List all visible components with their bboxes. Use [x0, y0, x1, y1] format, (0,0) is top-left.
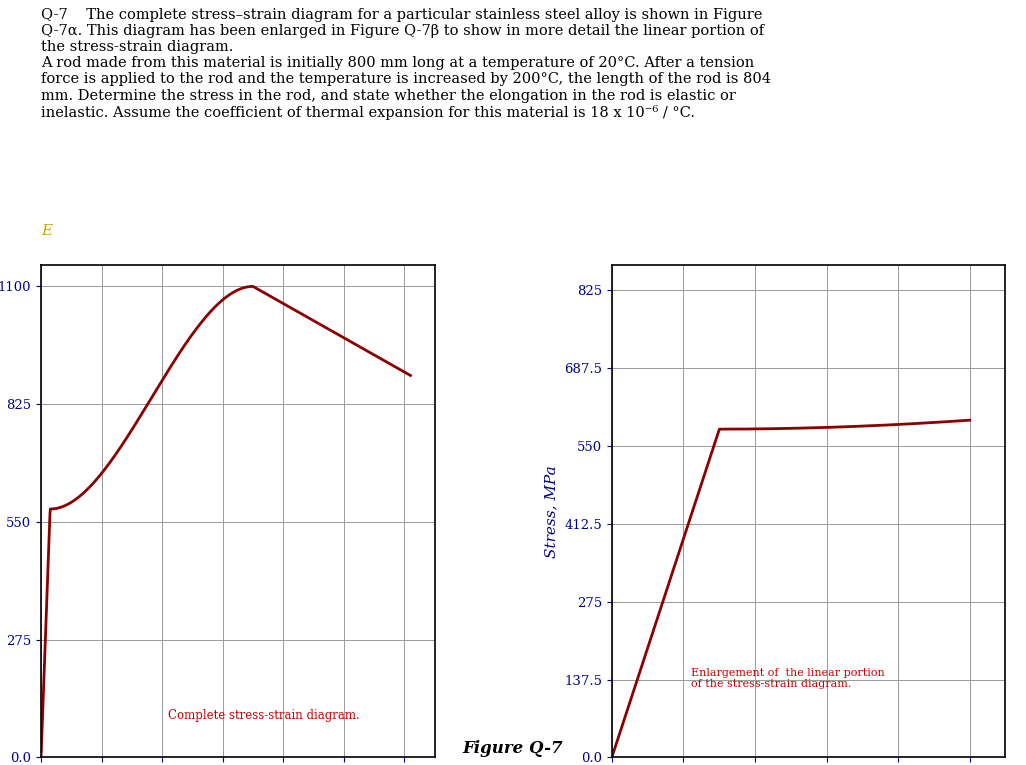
Text: Q-7    The complete stress–strain diagram for a particular stainless steel alloy: Q-7 The complete stress–strain diagram f…: [41, 8, 772, 120]
Text: Complete stress-strain diagram.: Complete stress-strain diagram.: [168, 709, 360, 722]
Text: Figure Q-7: Figure Q-7: [463, 741, 563, 757]
Text: Enlargement of  the linear portion
of the stress-strain diagram.: Enlargement of the linear portion of the…: [690, 668, 884, 689]
Y-axis label: Stress, MPa: Stress, MPa: [545, 465, 558, 558]
Text: E: E: [41, 224, 52, 239]
